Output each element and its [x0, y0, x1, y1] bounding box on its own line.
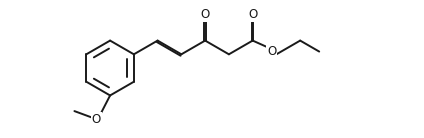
Text: O: O — [267, 45, 276, 58]
Text: O: O — [201, 8, 210, 21]
Text: O: O — [248, 8, 257, 21]
Text: O: O — [92, 113, 101, 126]
